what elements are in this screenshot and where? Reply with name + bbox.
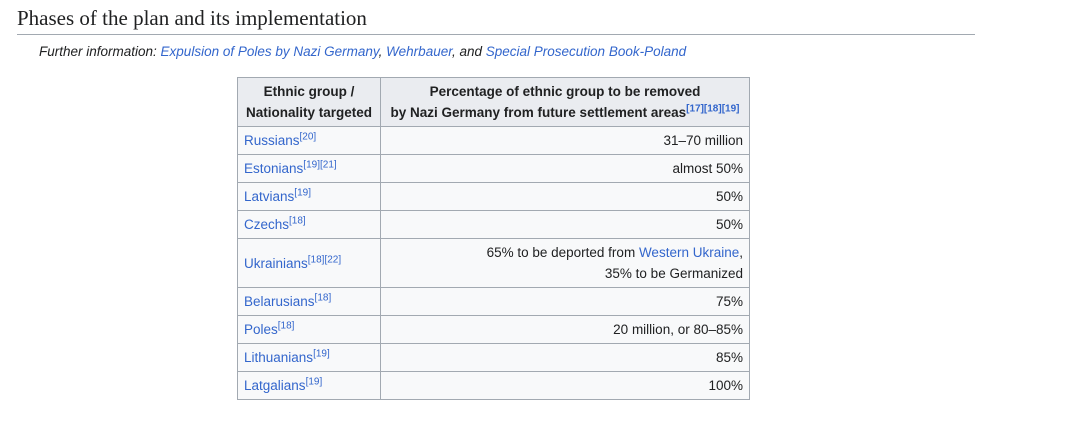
header-ethnic-group: Ethnic group / Nationality targeted: [237, 77, 381, 127]
reference-link[interactable]: [18]: [289, 215, 306, 227]
reference-link[interactable]: [19]: [294, 187, 311, 199]
hatnote-separator: , and: [451, 44, 486, 59]
header-percentage: Percentage of ethnic group to be removed…: [380, 77, 750, 127]
ethnic-group-cell: Estonians[19][21]: [237, 154, 381, 183]
link-wehrbauer[interactable]: Wehrbauer: [386, 44, 452, 59]
ethnic-group-cell: Latvians[19]: [237, 182, 381, 211]
ethnic-group-link[interactable]: Belarusians: [244, 294, 315, 309]
table-row: Estonians[19][21] almost 50%: [237, 154, 750, 183]
percentage-text: 65% to be deported from: [486, 245, 639, 260]
link-special-prosecution-book[interactable]: Special Prosecution Book-Poland: [485, 44, 687, 59]
ethnic-group-link[interactable]: Ukrainians: [244, 255, 308, 271]
section-heading: Phases of the plan and its implementatio…: [17, 4, 975, 35]
reference-link[interactable]: [18]: [277, 320, 295, 332]
table-row: Latvians[19] 50%: [237, 182, 750, 211]
percentage-cell: 20 million, or 80–85%: [380, 315, 750, 344]
reference-link[interactable]: [19]: [305, 376, 323, 388]
percentage-cell: 75%: [380, 287, 750, 316]
ethnic-group-cell: Poles[18]: [237, 315, 381, 344]
ethnic-group-link[interactable]: Lithuanians: [244, 350, 314, 365]
header-percentage-line1: Percentage of ethnic group to be removed: [429, 84, 701, 99]
percentage-text: ,: [739, 245, 743, 260]
table-row: Poles[18] 20 million, or 80–85%: [237, 315, 750, 344]
percentage-cell: 50%: [380, 210, 750, 239]
ethnic-removal-table: Ethnic group / Nationality targeted Perc…: [237, 77, 750, 400]
table-row: Latgalians[19] 100%: [237, 371, 750, 400]
percentage-cell: 65% to be deported from Western Ukraine,…: [380, 238, 750, 288]
percentage-text: 35% to be Germanized: [604, 266, 743, 281]
table-header-row: Ethnic group / Nationality targeted Perc…: [237, 77, 750, 127]
ethnic-group-cell: Czechs[18]: [237, 210, 381, 239]
header-percentage-line2: by Nazi Germany from future settlement a…: [390, 105, 687, 120]
ethnic-group-link[interactable]: Russians: [244, 133, 300, 148]
reference-link[interactable]: [19][21]: [303, 159, 337, 171]
link-western-ukraine[interactable]: Western Ukraine: [638, 245, 740, 260]
further-information-hatnote: Further information: Expulsion of Poles …: [39, 43, 686, 61]
percentage-cell: 85%: [380, 343, 750, 372]
reference-link[interactable]: [20]: [299, 131, 317, 143]
ethnic-group-link[interactable]: Latgalians: [244, 378, 306, 393]
hatnote-prefix: Further information:: [39, 44, 161, 59]
ethnic-group-link[interactable]: Poles: [244, 322, 278, 337]
table-row: Russians[20] 31–70 million: [237, 126, 750, 155]
percentage-cell: 31–70 million: [380, 126, 750, 155]
reference-link[interactable]: [18][22]: [307, 254, 342, 265]
reference-link[interactable]: [18]: [314, 292, 332, 304]
reference-link[interactable]: [19]: [313, 348, 330, 360]
table-row: Ukrainians[18][22] 65% to be deported fr…: [237, 238, 750, 288]
ethnic-group-link[interactable]: Estonians: [244, 161, 304, 176]
header-references[interactable]: [17][18][19]: [686, 103, 740, 115]
ethnic-group-link[interactable]: Latvians: [244, 189, 295, 204]
ethnic-group-cell: Belarusians[18]: [237, 287, 381, 316]
percentage-cell: 100%: [380, 371, 750, 400]
table-row: Lithuanians[19] 85%: [237, 343, 750, 372]
link-expulsion-of-poles[interactable]: Expulsion of Poles by Nazi Germany: [160, 44, 379, 59]
ethnic-group-cell: Lithuanians[19]: [237, 343, 381, 372]
header-ethnic-group-line1: Ethnic group /: [263, 84, 355, 99]
table-row: Czechs[18] 50%: [237, 210, 750, 239]
percentage-cell: almost 50%: [380, 154, 750, 183]
ethnic-group-link[interactable]: Czechs: [244, 217, 290, 232]
header-ethnic-group-line2: Nationality targeted: [245, 105, 373, 120]
ethnic-group-cell: Latgalians[19]: [237, 371, 381, 400]
table-row: Belarusians[18] 75%: [237, 287, 750, 316]
hatnote-separator: ,: [378, 44, 387, 59]
percentage-cell: 50%: [380, 182, 750, 211]
ethnic-group-cell: Russians[20]: [237, 126, 381, 155]
ethnic-group-cell: Ukrainians[18][22]: [237, 238, 381, 288]
